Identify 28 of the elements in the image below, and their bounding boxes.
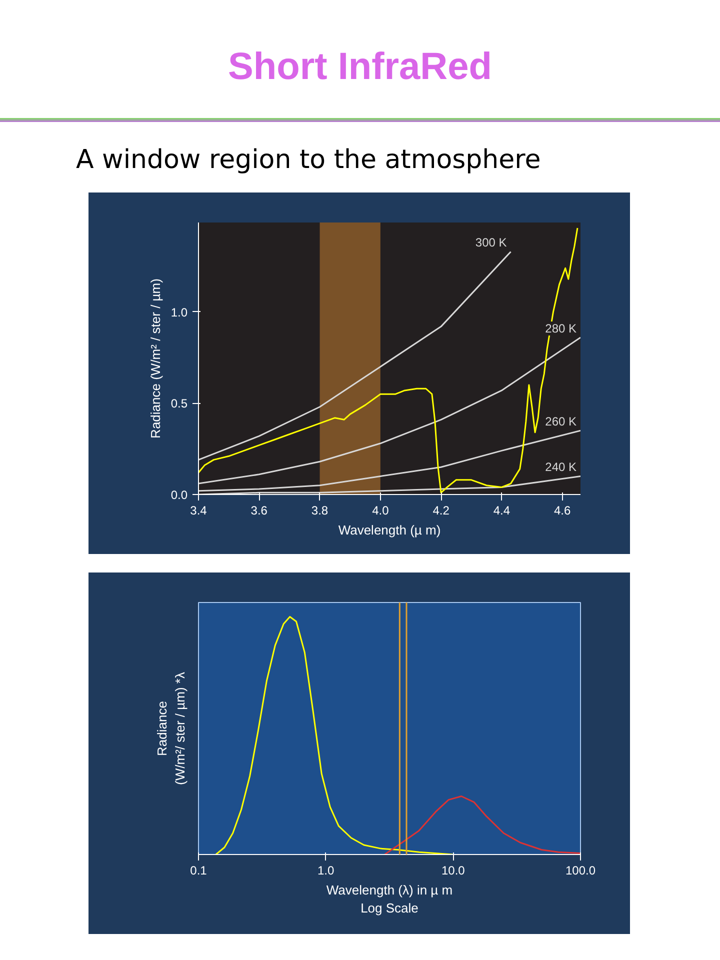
line-series	[198, 227, 578, 494]
y-tick-label: 1.0	[170, 305, 188, 320]
y-tick-label: 0.5	[170, 396, 188, 411]
x-tick-label: 3.4	[190, 504, 208, 518]
x-tick-label: 3.8	[311, 504, 328, 518]
x-tick-label: 0.1	[190, 864, 208, 878]
series-label: 280 K	[545, 322, 576, 336]
x-tick-label: 10.0	[441, 864, 466, 878]
series-label: 240 K	[545, 460, 576, 474]
y-tick-label: 0.0	[170, 488, 188, 502]
y-axis-title: Radiance (W/m² / ster / µm)	[148, 278, 163, 438]
x-tick-label: 3.6	[250, 504, 268, 518]
x-tick-label: 4.6	[554, 504, 571, 518]
series-label: 300 K	[475, 236, 507, 250]
chart-subtitle: A window region to the atmosphere	[76, 144, 542, 178]
x-axis-title: Wavelength (µ m)	[338, 522, 441, 538]
x-tick-label: 4.0	[372, 504, 390, 518]
series-label: 260 K	[545, 414, 576, 429]
line-series	[198, 336, 580, 484]
y-axis-title: Radiance (W/m²/ ster / µm) *λ	[154, 672, 188, 785]
line-series	[198, 430, 580, 492]
x-axis-title: Wavelength (λ) in µ m Log Scale	[326, 882, 453, 916]
x-tick-label: 4.4	[493, 504, 510, 518]
x-tick-label: 100.0	[565, 864, 596, 878]
chart-title: Short InfraRed	[227, 45, 493, 90]
x-tick-label: 1.0	[317, 864, 334, 878]
x-tick-label: 4.2	[432, 504, 450, 518]
line-series	[198, 250, 512, 461]
